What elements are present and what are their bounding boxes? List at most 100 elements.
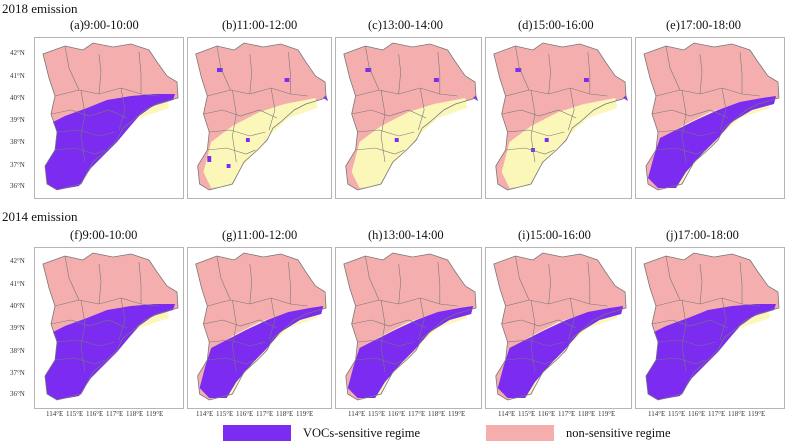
admin-border bbox=[232, 299, 237, 373]
admin-border bbox=[665, 45, 681, 91]
admin-border bbox=[351, 109, 427, 119]
admin-border bbox=[437, 51, 441, 94]
row-title-2018: 2018 emission bbox=[2, 1, 78, 16]
admin-border bbox=[567, 87, 575, 131]
lat-tick-r1-1: 41°N bbox=[10, 72, 25, 80]
admin-border bbox=[365, 45, 380, 91]
lat-tick-r2-1: 41°N bbox=[10, 280, 25, 288]
admin-border bbox=[54, 297, 160, 307]
admin-border bbox=[207, 357, 256, 365]
voc-sensitive-area bbox=[648, 96, 776, 188]
lat-tick-r2-0: 42°N bbox=[10, 257, 25, 265]
voc-sensitive-area bbox=[45, 94, 175, 190]
panel-title-g: (g)11:00-12:00 bbox=[222, 228, 298, 242]
lon-tick-g-1: 115°E bbox=[216, 410, 234, 418]
map-panel-d bbox=[493, 42, 629, 191]
lon-tick-h-1: 115°E bbox=[368, 410, 386, 418]
admin-border bbox=[587, 51, 591, 94]
admin-border bbox=[398, 263, 401, 305]
admin-border bbox=[357, 129, 415, 137]
lon-tick-g-3: 117°E bbox=[256, 410, 274, 418]
lon-tick-j-3: 117°E bbox=[708, 410, 726, 418]
legend-swatch-voc bbox=[223, 425, 291, 441]
transition-area bbox=[501, 98, 618, 188]
admin-border bbox=[268, 297, 276, 341]
lat-tick-r2-6: 36°N bbox=[10, 390, 25, 398]
admin-border bbox=[567, 297, 575, 341]
row-title-2014: 2014 emission bbox=[2, 209, 78, 224]
admin-border bbox=[288, 51, 291, 94]
admin-border bbox=[530, 299, 536, 373]
admin-border bbox=[655, 87, 761, 97]
admin-border bbox=[380, 89, 386, 163]
admin-border bbox=[216, 45, 231, 91]
admin-border bbox=[98, 53, 102, 95]
admin-border bbox=[268, 87, 276, 131]
admin-border bbox=[505, 147, 555, 155]
admin-border bbox=[216, 255, 231, 301]
transition-area bbox=[351, 98, 468, 188]
transition-area bbox=[203, 98, 318, 188]
admin-border bbox=[288, 261, 291, 304]
admin-border bbox=[501, 319, 577, 329]
lon-tick-f-0: 114°E bbox=[46, 410, 64, 418]
admin-border bbox=[209, 339, 266, 347]
admin-border bbox=[56, 339, 116, 347]
admin-border bbox=[80, 299, 86, 373]
admin-border bbox=[80, 89, 86, 163]
admin-border bbox=[203, 109, 277, 119]
admin-border bbox=[64, 45, 80, 91]
lon-tick-g-4: 118°E bbox=[276, 410, 294, 418]
admin-border bbox=[249, 53, 253, 95]
panel-title-d: (d)15:00-16:00 bbox=[518, 18, 594, 32]
map-panel-h bbox=[343, 252, 477, 401]
region-outline bbox=[195, 42, 327, 191]
lon-tick-i-3: 117°E bbox=[558, 410, 576, 418]
lon-tick-f-5: 119°E bbox=[146, 410, 164, 418]
admin-border bbox=[719, 297, 727, 341]
lon-tick-g-2: 116°E bbox=[236, 410, 254, 418]
admin-border bbox=[505, 297, 608, 307]
admin-border bbox=[651, 319, 729, 329]
lat-tick-r2-2: 40°N bbox=[10, 302, 25, 310]
admin-border bbox=[657, 129, 717, 137]
admin-border bbox=[232, 89, 237, 163]
region-outline bbox=[493, 252, 627, 401]
admin-border bbox=[355, 87, 458, 97]
lon-tick-j-4: 118°E bbox=[728, 410, 746, 418]
map-panel-j bbox=[643, 252, 780, 401]
lon-tick-j-5: 119°E bbox=[748, 410, 766, 418]
lon-tick-h-4: 118°E bbox=[428, 410, 446, 418]
map-panel-g bbox=[195, 252, 327, 401]
admin-border bbox=[548, 263, 551, 305]
map-panel-c bbox=[343, 42, 479, 191]
lat-tick-r2-5: 37°N bbox=[10, 369, 25, 377]
lon-tick-j-0: 114°E bbox=[648, 410, 666, 418]
lat-tick-r2-4: 38°N bbox=[10, 347, 25, 355]
legend-label-voc: VOCs-sensitive regime bbox=[303, 426, 420, 440]
lat-tick-r1-2: 40°N bbox=[10, 94, 25, 102]
panel-title-i: (i)15:00-16:00 bbox=[518, 228, 591, 242]
lon-tick-h-3: 117°E bbox=[408, 410, 426, 418]
admin-border bbox=[207, 297, 308, 307]
admin-border bbox=[355, 147, 405, 155]
admin-border bbox=[355, 357, 405, 365]
lon-tick-i-4: 118°E bbox=[578, 410, 596, 418]
region-outline bbox=[493, 42, 627, 191]
lon-tick-g-5: 119°E bbox=[296, 410, 314, 418]
lon-tick-i-1: 115°E bbox=[518, 410, 536, 418]
lon-tick-f-2: 116°E bbox=[86, 410, 104, 418]
legend-label-non: non-sensitive regime bbox=[566, 426, 671, 440]
lat-tick-r2-3: 39°N bbox=[10, 324, 25, 332]
admin-border bbox=[548, 53, 551, 95]
admin-border bbox=[380, 299, 386, 373]
admin-border bbox=[515, 45, 530, 91]
admin-border bbox=[249, 263, 253, 305]
map-panel-e bbox=[643, 42, 780, 191]
admin-border bbox=[719, 87, 727, 131]
admin-border bbox=[56, 129, 116, 137]
admin-border bbox=[54, 357, 106, 365]
admin-border bbox=[398, 53, 401, 95]
admin-border bbox=[507, 129, 565, 137]
legend-swatch-non bbox=[486, 425, 554, 441]
